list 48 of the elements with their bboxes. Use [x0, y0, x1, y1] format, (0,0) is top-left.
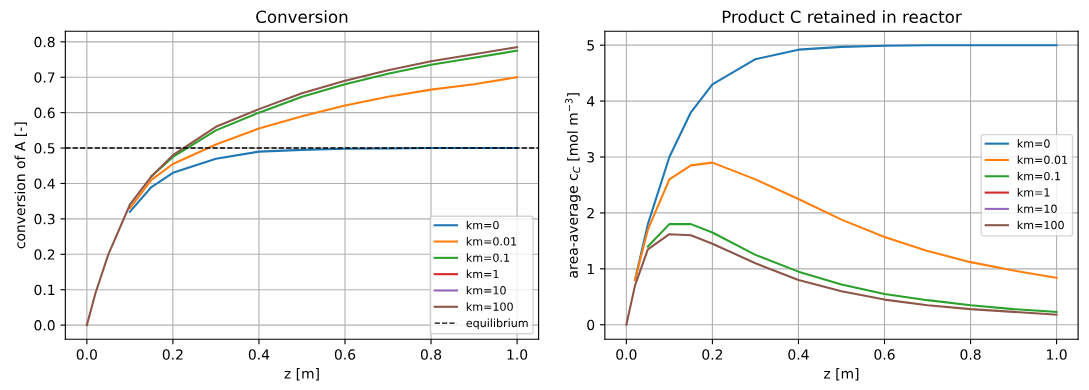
legend-label: km=0.1 [1017, 171, 1061, 181]
x-tick-label: 0.0 [76, 349, 97, 360]
y-tick-label: 1 [587, 264, 594, 275]
y-tick-label: 0.0 [34, 320, 55, 331]
y-axis-title: conversion of A [-] [14, 122, 27, 249]
x-tick-label: 1.0 [507, 349, 528, 360]
x-tick-label: 0.0 [616, 349, 637, 360]
legend-label: km=10 [1017, 204, 1057, 213]
y-tick-label: 0.8 [34, 36, 55, 48]
y-tick-label: 5 [587, 40, 594, 51]
x-tick-label: 0.6 [334, 349, 356, 360]
x-tick-label: 0.4 [788, 349, 809, 360]
y-tick-label: 0 [587, 319, 595, 331]
legend-label: km=100 [466, 302, 513, 311]
legend-label: km=0.01 [1017, 155, 1068, 165]
legend-label: km=0.01 [466, 237, 517, 246]
x-tick-label: 0.4 [248, 349, 270, 360]
legend-label: km=1 [466, 269, 499, 279]
legend-label: km=0 [1017, 139, 1050, 148]
chart-title: Product C retained in reactor [722, 10, 962, 24]
y-tick-label: 0.5 [34, 143, 55, 154]
x-axis-title: z [m] [824, 368, 859, 381]
y-tick-label: 3 [587, 151, 595, 163]
y-tick-label: 0.4 [34, 178, 55, 189]
y-axis-title: area-average c$_{C}$ [mol m$^{−3}$] [565, 93, 581, 278]
x-tick-label: 0.8 [960, 349, 981, 360]
line-series [128, 76, 519, 210]
chart-title: Conversion [256, 10, 348, 24]
legend-label: km=0 [466, 220, 499, 230]
legend-label: km=1 [1017, 188, 1050, 197]
legend-label: equilibrium [466, 318, 528, 330]
y-tick-label: 0.1 [34, 284, 55, 296]
line-series [625, 233, 1058, 326]
legend-label: km=10 [466, 285, 506, 295]
y-tick-label: 0.3 [34, 213, 55, 225]
y-tick-label: 0.6 [34, 107, 55, 119]
y-tick-label: 4 [586, 96, 595, 107]
x-tick-label: 0.2 [702, 349, 723, 360]
y-tick-label: 0.7 [34, 72, 55, 83]
y-tick-label: 0.2 [34, 249, 55, 260]
x-tick-label: 0.8 [420, 349, 442, 360]
x-tick-label: 0.2 [162, 349, 183, 360]
y-tick-label: 2 [587, 207, 594, 219]
legend-label: km=100 [1017, 220, 1064, 230]
x-tick-label: 0.6 [874, 349, 895, 360]
legend-label: km=0.1 [466, 253, 510, 262]
x-tick-label: 1.0 [1047, 349, 1067, 360]
x-axis-title: z [m] [284, 368, 319, 381]
